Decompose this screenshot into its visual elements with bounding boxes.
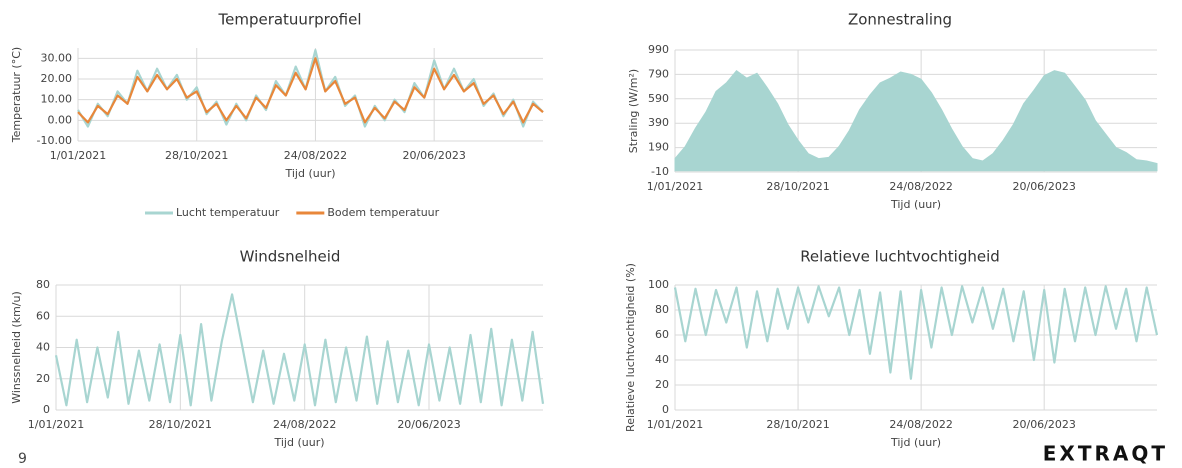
- y-tick-label: 40: [36, 341, 50, 354]
- legend-label: Lucht temperatuur: [176, 206, 280, 219]
- x-tick-label: 24/08/2022: [889, 418, 952, 431]
- y-tick-label: 80: [655, 303, 669, 316]
- x-axis-title: Tijd (uur): [890, 436, 941, 449]
- x-tick-label: 20/06/2023: [1012, 180, 1075, 193]
- y-tick-label: 80: [36, 278, 50, 291]
- x-tick-label: 1/01/2021: [28, 418, 84, 431]
- y-tick-label: -10.00: [37, 134, 72, 147]
- x-tick-label: 28/10/2021: [149, 418, 212, 431]
- x-tick-label: 24/08/2022: [273, 418, 336, 431]
- y-tick-label: 0: [662, 403, 669, 416]
- x-tick-label: 28/10/2021: [766, 418, 829, 431]
- chart-title: Windsnelheid: [240, 248, 341, 266]
- y-tick-label: 0.00: [48, 113, 73, 126]
- y-tick-label: 190: [648, 141, 669, 154]
- x-axis-title: Tijd (uur): [284, 167, 335, 180]
- y-tick-label: 20.00: [41, 72, 73, 85]
- x-tick-label: 20/06/2023: [402, 149, 465, 162]
- y-tick-label: 990: [648, 43, 669, 56]
- logo: EXTRAQT: [1043, 442, 1168, 466]
- y-tick-label: 0: [43, 403, 50, 416]
- line: [54, 293, 545, 407]
- line: [673, 285, 1159, 380]
- page-number: 9: [18, 451, 27, 467]
- x-tick-label: 1/01/2021: [647, 180, 703, 193]
- chart-title: Temperatuurprofiel: [217, 11, 361, 29]
- x-tick-label: 28/10/2021: [165, 149, 228, 162]
- x-axis-title: Tijd (uur): [890, 198, 941, 211]
- y-tick-label: 100: [648, 278, 669, 291]
- y-tick-label: -10: [651, 165, 669, 178]
- y-tick-label: 590: [648, 92, 669, 105]
- y-tick-label: 790: [648, 67, 669, 80]
- y-axis-title: Straling (W/m²): [627, 69, 640, 153]
- y-tick-label: 20: [655, 378, 669, 391]
- y-tick-label: 20: [36, 372, 50, 385]
- x-tick-label: 24/08/2022: [284, 149, 347, 162]
- x-tick-label: 20/06/2023: [397, 418, 460, 431]
- x-tick-label: 24/08/2022: [889, 180, 952, 193]
- y-tick-label: 390: [648, 116, 669, 129]
- y-tick-label: 40: [655, 353, 669, 366]
- legend-label: Bodem temperatuur: [327, 206, 439, 219]
- chart-title: Relatieve luchtvochtigheid: [800, 248, 1000, 266]
- y-tick-label: 60: [36, 309, 50, 322]
- area: [674, 70, 1158, 172]
- x-tick-label: 28/10/2021: [766, 180, 829, 193]
- line: [77, 49, 544, 128]
- y-tick-label: 60: [655, 328, 669, 341]
- x-axis-title: Tijd (uur): [273, 436, 324, 449]
- y-tick-label: 10.00: [41, 93, 73, 106]
- chart-title: Zonnestraling: [848, 11, 952, 29]
- x-tick-label: 1/01/2021: [50, 149, 106, 162]
- y-axis-title: Winssnelheid (km/u): [10, 291, 23, 404]
- line: [77, 57, 544, 124]
- y-axis-title: Temperatuur (°C): [10, 47, 23, 143]
- y-axis-title: Relatieve luchtvochtigheid (%): [624, 263, 637, 432]
- y-tick-label: 30.00: [41, 51, 73, 64]
- x-tick-label: 20/06/2023: [1012, 418, 1075, 431]
- x-tick-label: 1/01/2021: [647, 418, 703, 431]
